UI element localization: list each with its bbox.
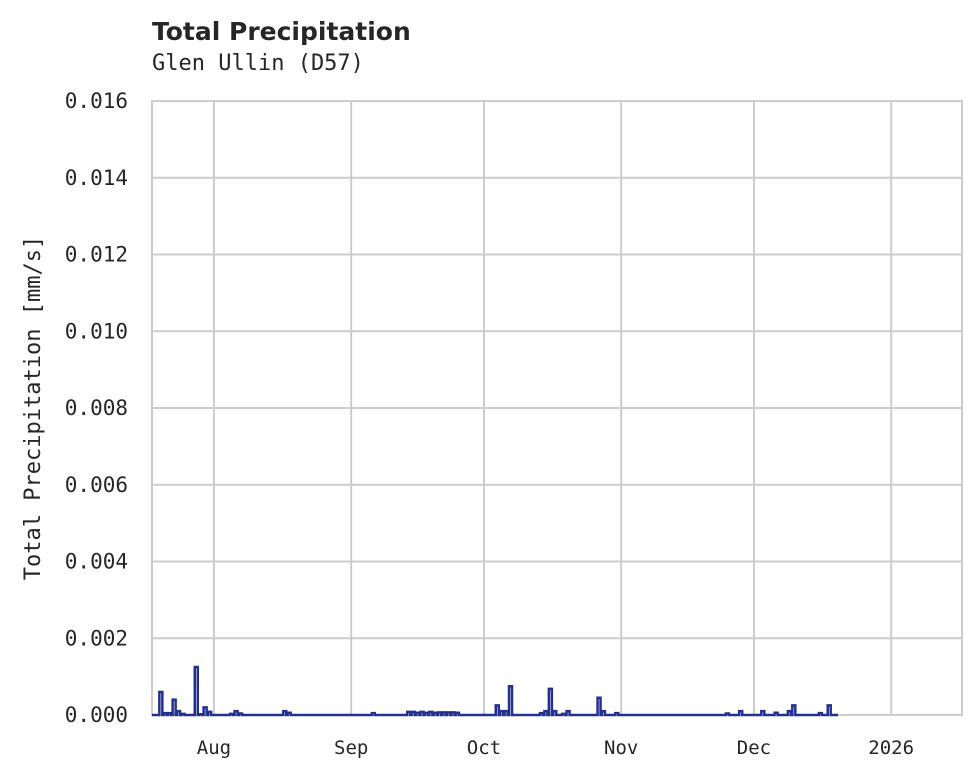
precipitation-series-line bbox=[152, 665, 839, 717]
grid-lines bbox=[152, 100, 962, 716]
y-axis-label: Total Precipitation [mm/s] bbox=[21, 236, 46, 580]
x-tick-label: Dec bbox=[737, 737, 771, 759]
x-tick-label: Nov bbox=[604, 737, 638, 759]
x-tick-label: 2026 bbox=[868, 737, 914, 759]
x-tick-label: Aug bbox=[197, 737, 231, 759]
x-tick-label: Sep bbox=[334, 737, 368, 759]
y-tick-label: 0.008 bbox=[65, 396, 128, 420]
chart-subtitle: Glen Ullin (D57) bbox=[152, 51, 364, 76]
y-tick-label: 0.002 bbox=[65, 626, 128, 650]
y-tick-label: 0.006 bbox=[65, 473, 128, 497]
y-tick-label: 0.010 bbox=[65, 319, 128, 343]
y-tick-label: 0.014 bbox=[65, 166, 128, 190]
y-tick-label: 0.000 bbox=[65, 703, 128, 727]
chart-title: Total Precipitation bbox=[152, 17, 411, 46]
y-tick-label: 0.012 bbox=[65, 243, 128, 267]
y-tick-label: 0.004 bbox=[65, 550, 128, 574]
y-tick-label: 0.016 bbox=[65, 89, 128, 113]
x-axis-ticks: Aug Sep Oct Nov Dec 2026 bbox=[197, 737, 914, 759]
x-tick-label: Oct bbox=[467, 737, 501, 759]
y-axis-ticks: 0.000 0.002 0.004 0.006 0.008 0.010 0.012 0.014… bbox=[65, 89, 128, 727]
